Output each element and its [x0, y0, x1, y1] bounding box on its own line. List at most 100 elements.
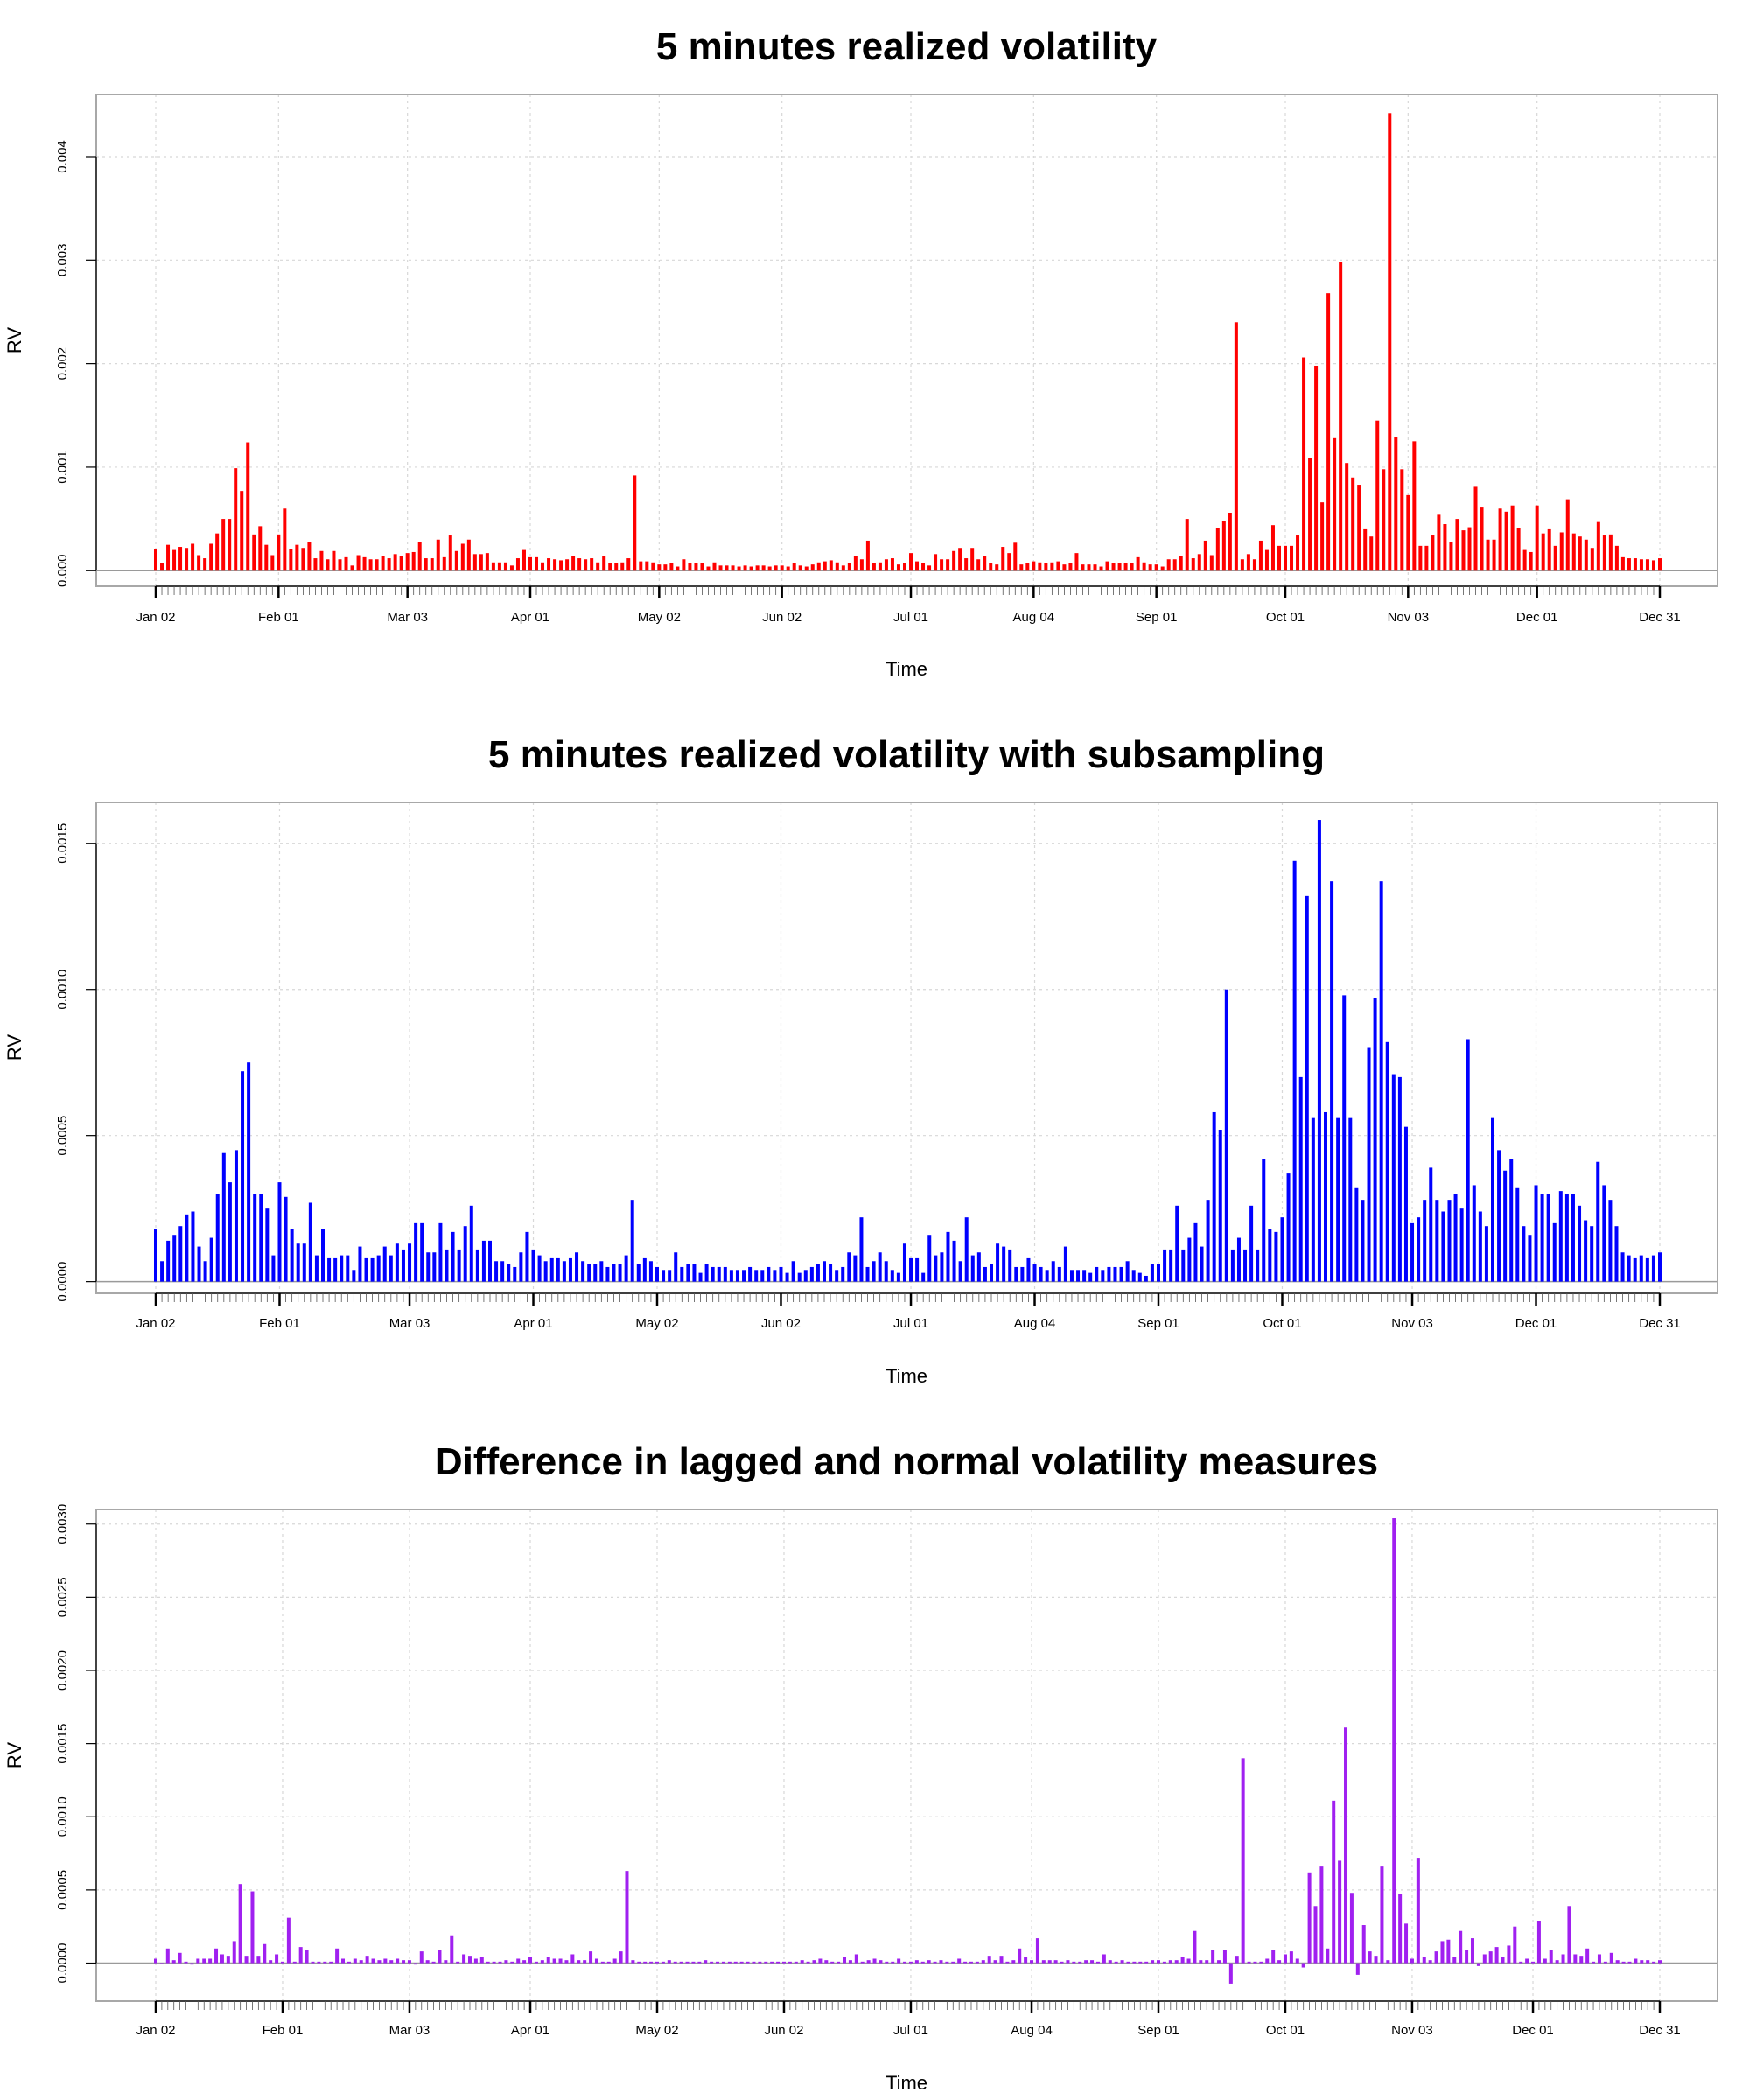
bar [688, 563, 692, 571]
bar [1186, 1958, 1191, 1964]
bar [221, 1152, 226, 1282]
x-tick-label: Aug 04 [1014, 1316, 1056, 1331]
bar [902, 1243, 906, 1282]
bar [244, 1956, 248, 1964]
bar [575, 1252, 579, 1282]
bar [488, 1240, 492, 1282]
bar [413, 1963, 417, 1965]
bar [221, 519, 226, 571]
bar [1519, 1961, 1523, 1964]
bar [1154, 564, 1158, 571]
bar [209, 543, 214, 571]
bar [633, 475, 637, 571]
bar [457, 1249, 461, 1282]
bar [1252, 559, 1256, 571]
bar [642, 1257, 647, 1282]
bar [504, 1960, 508, 1964]
bar [1148, 564, 1152, 571]
bar [1394, 437, 1398, 571]
bar [1105, 561, 1110, 571]
bar [298, 1947, 303, 1964]
bar [1608, 1200, 1613, 1282]
bar [1388, 113, 1392, 571]
bar [1535, 505, 1539, 571]
bar [1446, 1939, 1451, 1964]
bar [381, 556, 385, 571]
bar [878, 1252, 882, 1282]
bar [1206, 1200, 1210, 1282]
bar [1416, 1858, 1420, 1964]
bar [1628, 1961, 1632, 1964]
bar [473, 1958, 478, 1964]
bar [1571, 1194, 1575, 1282]
bar [1320, 1866, 1324, 1964]
bar [854, 1954, 858, 1964]
bar [1224, 989, 1228, 1282]
y-tick-label: 0.000 [55, 554, 70, 587]
bar [1590, 548, 1594, 571]
bar [698, 1272, 703, 1282]
bar [1633, 1257, 1637, 1282]
bar [1491, 1117, 1494, 1282]
bar [1292, 860, 1297, 1282]
bar [712, 562, 717, 571]
bar [749, 566, 753, 571]
bar [810, 564, 815, 571]
chart-title: 5 minutes realized volatility with subsa… [488, 733, 1325, 776]
bar [1466, 1039, 1470, 1282]
bar [578, 558, 582, 571]
bar [945, 1961, 949, 1964]
bar [202, 1958, 206, 1964]
bar [645, 561, 649, 571]
bar [946, 559, 950, 571]
bar [921, 563, 926, 571]
bar [577, 1960, 581, 1964]
x-tick-label: Jan 02 [136, 1316, 175, 1331]
bar [1380, 1866, 1384, 1964]
bar [1311, 1117, 1315, 1282]
bar [1513, 1926, 1517, 1964]
bar [655, 1266, 659, 1282]
bar [516, 1958, 521, 1964]
bar [238, 1884, 242, 1964]
bar [1603, 1961, 1607, 1964]
bar [1516, 528, 1521, 571]
bar [1008, 1249, 1012, 1282]
bar [1482, 1954, 1487, 1964]
bar [631, 1960, 635, 1964]
bar [1652, 1961, 1656, 1964]
bar [154, 1228, 158, 1282]
bar [809, 1266, 814, 1282]
bar [680, 1266, 684, 1282]
bar [350, 565, 354, 571]
bar [803, 1270, 808, 1282]
bar [1361, 1200, 1365, 1282]
bar [1228, 512, 1232, 571]
bar [472, 554, 477, 571]
bar [987, 1956, 991, 1964]
bar [408, 1243, 412, 1282]
bar [377, 1960, 382, 1964]
y-tick-label: 0.003 [55, 244, 70, 277]
bar [283, 508, 287, 571]
bar [835, 562, 839, 571]
bar [704, 1264, 709, 1282]
bar [896, 1272, 900, 1282]
bar [1608, 534, 1613, 571]
bar [829, 1264, 833, 1282]
bar [661, 1961, 665, 1964]
bar [1212, 1111, 1216, 1282]
bar [184, 1961, 188, 1964]
bar [1268, 1228, 1272, 1282]
bar [571, 556, 576, 571]
bar [1243, 1249, 1248, 1282]
bar [989, 563, 993, 571]
bar [890, 558, 894, 571]
x-tick-label: Dec 01 [1516, 610, 1558, 625]
bar [335, 1948, 340, 1964]
bar [1131, 1270, 1136, 1282]
bar [531, 1249, 536, 1282]
bar [1060, 1961, 1064, 1964]
bar [1045, 1270, 1049, 1282]
bar [417, 542, 422, 571]
